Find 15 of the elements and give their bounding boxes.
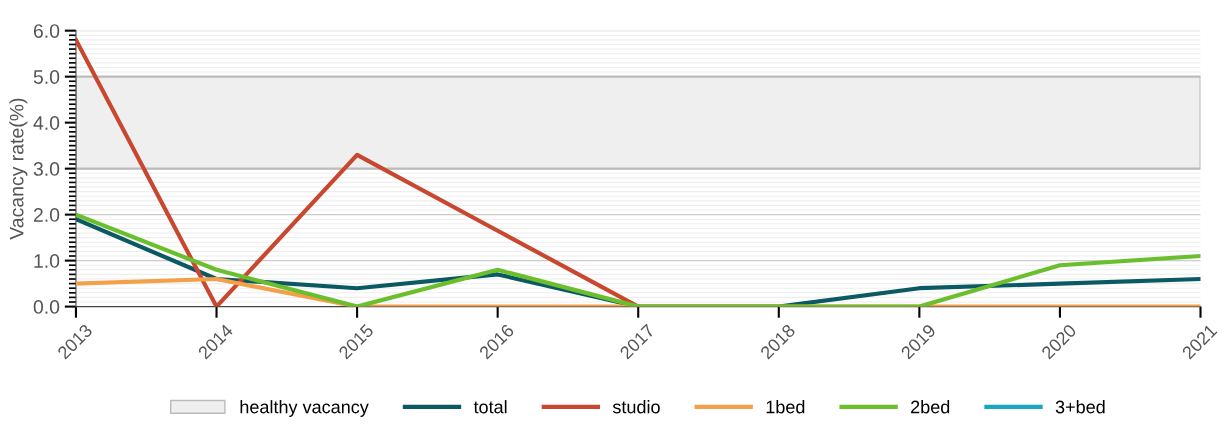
legend-label: 2bed — [911, 400, 950, 414]
y-tick-label: 1.0 — [34, 254, 60, 268]
y-tick-label: 4.0 — [33, 116, 60, 130]
legend-label: studio — [612, 400, 660, 414]
y-tick-label: 0.0 — [33, 300, 60, 314]
legend-label: healthy vacancy — [240, 400, 369, 417]
line-series — [75, 37, 641, 307]
y-tick-label: 6.0 — [33, 24, 60, 38]
legend-label: 3+bed — [1055, 400, 1105, 414]
y-tick-label: 2.0 — [33, 208, 60, 222]
y-axis-title: Vacancy rate(%) — [9, 98, 28, 240]
y-tick-label: 3.0 — [33, 162, 60, 176]
legend-label: total — [473, 400, 507, 414]
legend-label: 1bed — [766, 400, 805, 414]
y-tick-label: 5.0 — [33, 70, 60, 84]
